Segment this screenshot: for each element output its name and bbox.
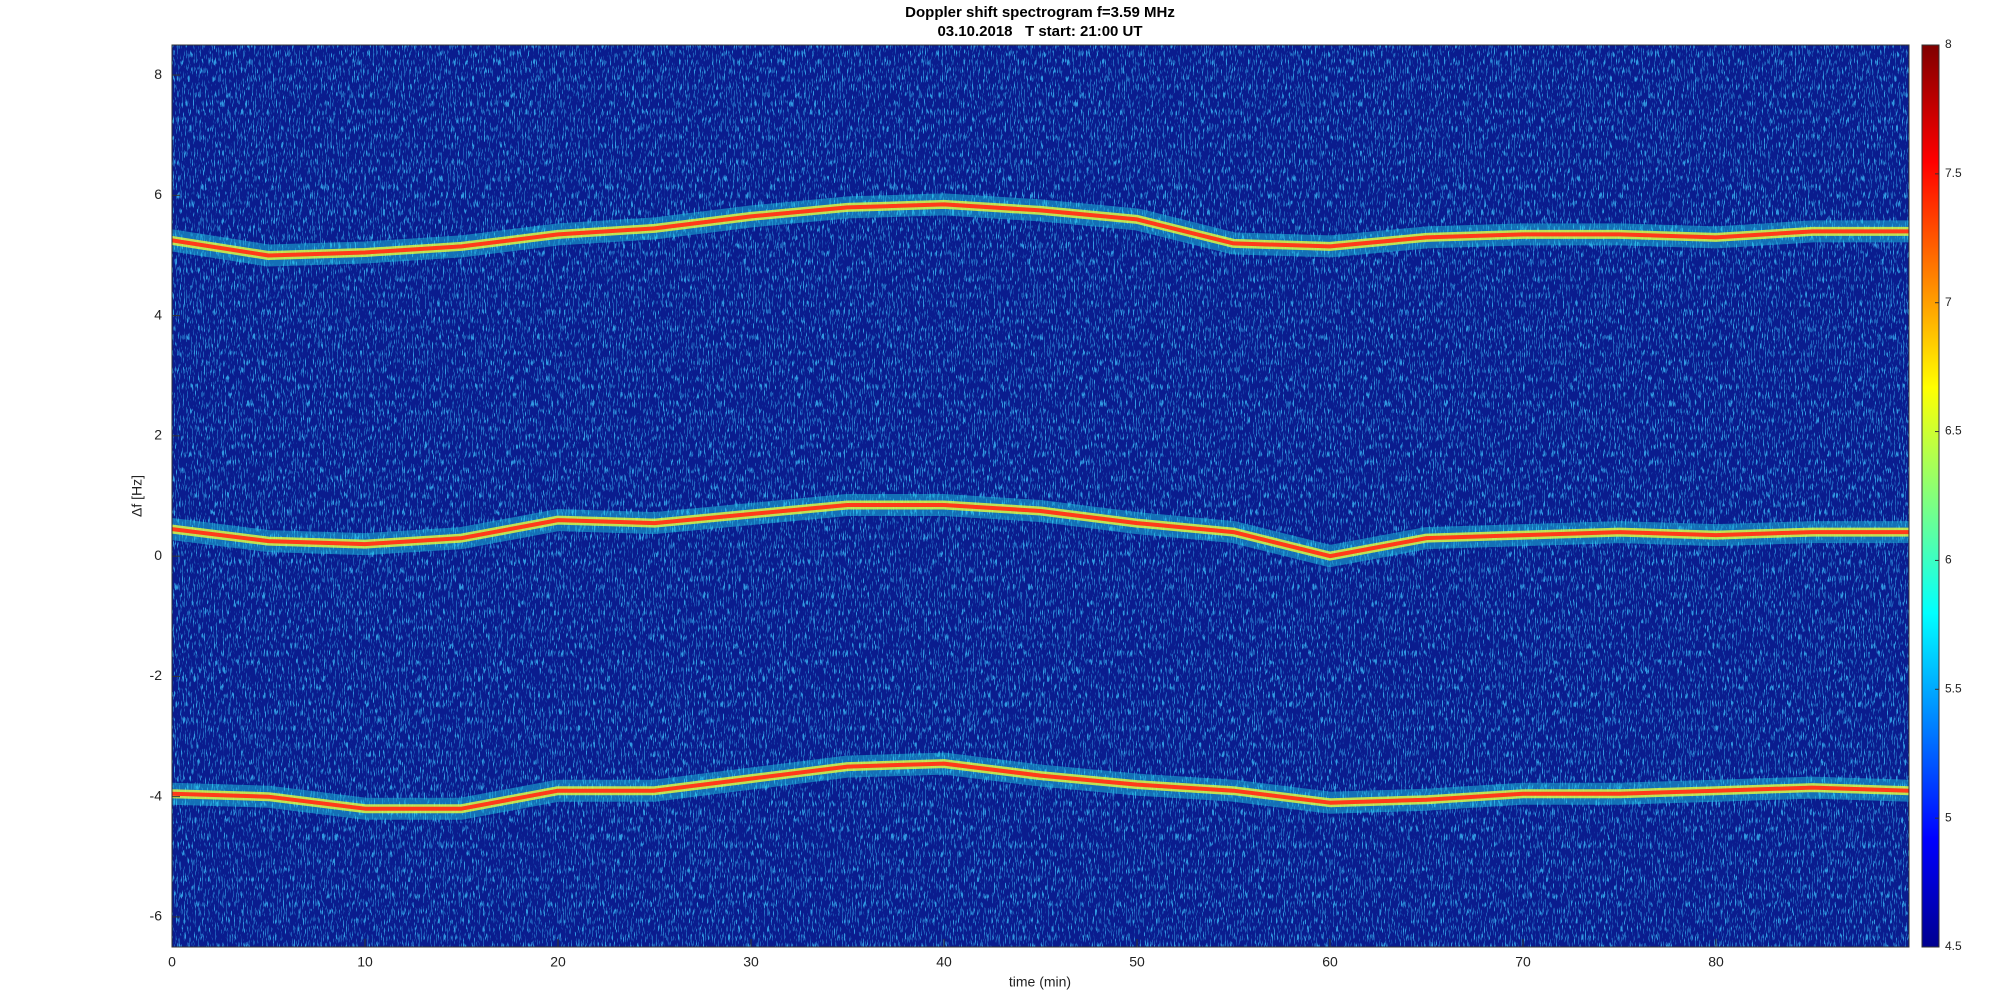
colorbar-tick-label: 5.5 <box>1945 681 1962 695</box>
trace <box>172 202 1909 258</box>
colorbar-tick-label: 5 <box>1945 810 1952 824</box>
colorbar-tick-label: 8 <box>1945 37 1952 51</box>
chart-subtitle: 03.10.2018 T start: 21:00 UT <box>937 23 1142 40</box>
trace <box>172 503 1909 559</box>
colorbar-tick-label: 7 <box>1945 295 1952 309</box>
x-tick-label: 20 <box>550 954 566 970</box>
x-axis-label: time (min) <box>1009 974 1071 990</box>
trace <box>172 761 1909 811</box>
colorbar-tick-label: 7.5 <box>1945 166 1962 180</box>
x-tick-label: 10 <box>357 954 373 970</box>
y-tick-label: -2 <box>150 667 163 683</box>
colorbar-tick-label: 4.5 <box>1945 939 1962 953</box>
y-tick-label: -4 <box>150 787 163 803</box>
plot-frame <box>171 44 1910 948</box>
y-tick-label: 8 <box>154 66 162 82</box>
x-tick-label: 40 <box>936 954 952 970</box>
colorbar-tick-label: 6 <box>1945 553 1952 567</box>
y-tick-label: 6 <box>154 186 162 202</box>
y-axis-label: Δf [Hz] <box>129 475 145 517</box>
y-tick-label: 4 <box>154 306 162 322</box>
colorbar-tick-label: 6.5 <box>1945 424 1962 438</box>
y-tick-label: -6 <box>150 908 163 924</box>
traces <box>172 193 1909 820</box>
y-tick-label: 0 <box>154 547 162 563</box>
x-tick-label: 50 <box>1129 954 1145 970</box>
chart-title: Doppler shift spectrogram f=3.59 MHz <box>905 4 1175 21</box>
x-tick-label: 60 <box>1322 954 1338 970</box>
x-tick-label: 0 <box>168 954 176 970</box>
x-tick-label: 30 <box>743 954 759 970</box>
colorbar <box>1921 44 1940 948</box>
x-tick-label: 80 <box>1708 954 1724 970</box>
y-tick-label: 2 <box>154 427 162 443</box>
x-tick-label: 70 <box>1515 954 1531 970</box>
